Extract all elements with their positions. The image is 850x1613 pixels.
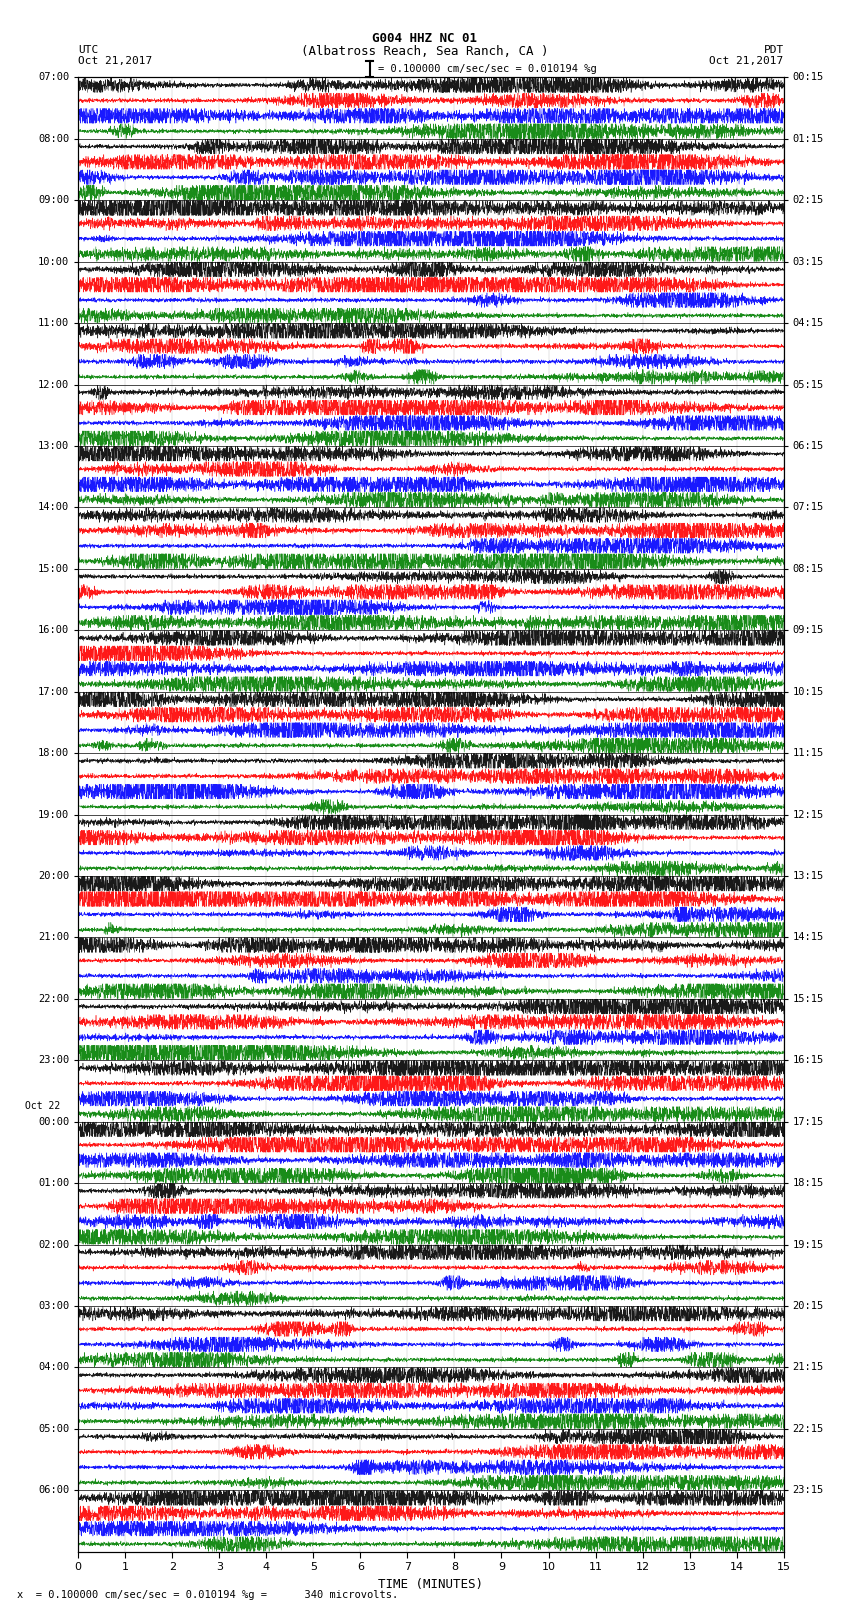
Text: x  = 0.100000 cm/sec/sec = 0.010194 %g =      340 microvolts.: x = 0.100000 cm/sec/sec = 0.010194 %g = …: [17, 1590, 399, 1600]
Text: UTC: UTC: [78, 45, 99, 55]
Text: = 0.100000 cm/sec/sec = 0.010194 %g: = 0.100000 cm/sec/sec = 0.010194 %g: [378, 65, 597, 74]
Text: (Albatross Reach, Sea Ranch, CA ): (Albatross Reach, Sea Ranch, CA ): [301, 45, 549, 58]
Text: Oct 21,2017: Oct 21,2017: [710, 56, 784, 66]
Text: Oct 22: Oct 22: [26, 1100, 60, 1111]
Text: G004 HHZ NC 01: G004 HHZ NC 01: [372, 32, 478, 45]
Text: PDT: PDT: [763, 45, 784, 55]
X-axis label: TIME (MINUTES): TIME (MINUTES): [378, 1578, 484, 1590]
Text: Oct 21,2017: Oct 21,2017: [78, 56, 152, 66]
